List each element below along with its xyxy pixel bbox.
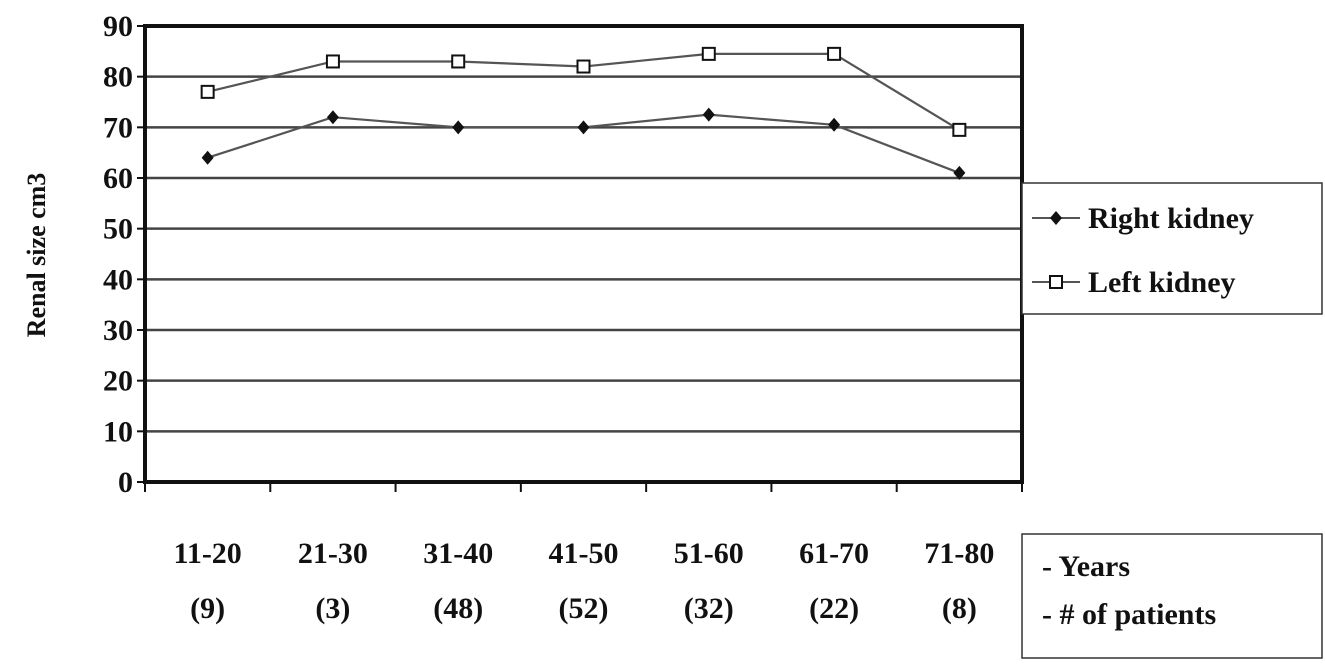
data-point-right-kidney: [828, 117, 841, 132]
y-tick-label: 90: [103, 10, 133, 43]
data-point-left-kidney: [325, 54, 340, 69]
y-tick-label: 0: [118, 466, 133, 499]
x-tick-label-patients: (22): [809, 592, 859, 625]
data-point-right-kidney: [326, 110, 339, 125]
x-tick-label-years: 71-80: [924, 537, 994, 570]
y-tick-label: 80: [103, 61, 133, 94]
data-point-left-kidney: [701, 46, 716, 61]
x-tick-label-patients: (32): [684, 592, 734, 625]
x-tick-label-patients: (3): [315, 592, 350, 625]
x-tick-label-years: 41-50: [549, 537, 619, 570]
legend-marker-left-kidney: [1049, 275, 1063, 289]
data-point-left-kidney: [200, 84, 215, 99]
y-tick-label: 40: [103, 263, 133, 296]
x-tick-label-years: 61-70: [799, 537, 869, 570]
data-point-right-kidney: [953, 165, 966, 180]
axes: 0 10 20 30 40 50 60 70 80 90 11-20 (9) 21-30 (3) 31-40…: [103, 10, 1023, 625]
y-axis-title: Renal size cm3: [22, 173, 51, 338]
legend-label-left-kidney: Left kidney: [1088, 266, 1236, 299]
series: [200, 46, 967, 180]
y-tick-label: 50: [103, 213, 133, 246]
data-point-left-kidney: [952, 122, 967, 137]
y-tick-label: 30: [103, 314, 133, 347]
legend-box: [1021, 182, 1323, 315]
gridlines: [145, 75, 1022, 433]
x-tick-label-years: 21-30: [298, 537, 368, 570]
data-point-right-kidney: [201, 150, 214, 165]
x-tick-label-patients: (9): [190, 592, 225, 625]
x-axis-key-box: [1021, 533, 1323, 659]
legend: Right kidney Left kidney: [1021, 182, 1323, 315]
x-tick-label-patients: (8): [942, 592, 977, 625]
x-tick-label-patients: (48): [433, 592, 483, 625]
data-point-right-kidney: [702, 107, 715, 122]
data-point-right-kidney: [577, 120, 590, 135]
y-tick-label: 70: [103, 111, 133, 144]
x-tick-label-years: 51-60: [674, 537, 744, 570]
x-axis-key-years: - Years: [1042, 550, 1130, 583]
data-point-left-kidney: [576, 59, 591, 74]
plot-area-frame: [143, 24, 1024, 484]
y-tick-label: 10: [103, 415, 133, 448]
legend-marker-right-kidney: [1050, 211, 1062, 225]
data-point-right-kidney: [452, 120, 465, 135]
legend-label-right-kidney: Right kidney: [1088, 202, 1254, 235]
data-point-left-kidney: [451, 54, 466, 69]
x-axis-key-patients: - # of patients: [1042, 598, 1216, 631]
x-tick-label-years: 31-40: [423, 537, 493, 570]
y-tick-label: 60: [103, 162, 133, 195]
x-tick-label-years: 11-20: [173, 537, 241, 570]
x-tick-label-patients: (52): [559, 592, 609, 625]
y-tick-label: 20: [103, 365, 133, 398]
data-point-left-kidney: [827, 46, 842, 61]
x-axis-key: - Years - # of patients: [1021, 533, 1323, 659]
